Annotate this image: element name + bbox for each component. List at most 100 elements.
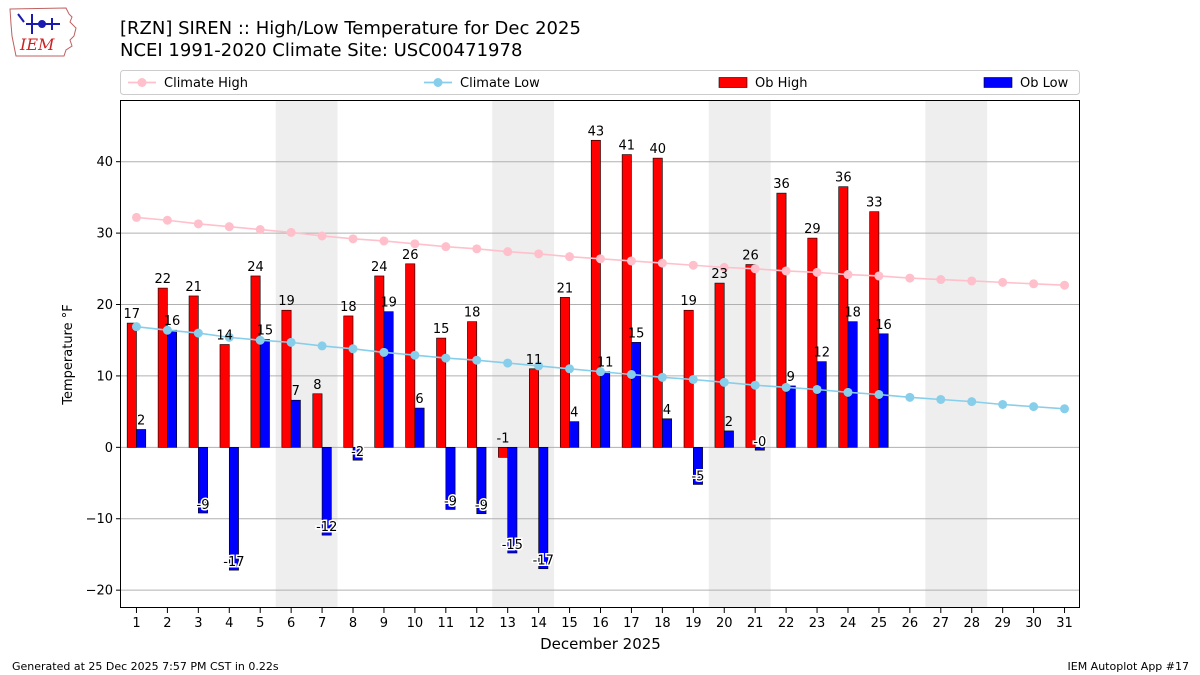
climate-low-point (193, 328, 203, 338)
climate-low-point (441, 353, 451, 363)
climate-high-point (596, 254, 605, 264)
x-tick-label: 20 (716, 616, 733, 631)
ob-low-label: -17 (533, 554, 554, 569)
ob-low-label: -9 (444, 494, 457, 509)
logo-text: IEM (19, 35, 55, 54)
x-tick-label: 15 (561, 616, 578, 631)
weekend-band (925, 101, 988, 608)
ob-high-bar (250, 275, 261, 448)
x-tick-label: 18 (654, 616, 671, 631)
ob-low-bar (352, 447, 363, 461)
climate-high-point (936, 275, 946, 285)
x-tick-label: 28 (963, 616, 980, 631)
climate-low-point (998, 399, 1008, 409)
ob-low-bar (816, 361, 827, 448)
x-tick-label: 13 (499, 616, 516, 631)
climate-low-point (224, 332, 234, 342)
climate-high-point (379, 236, 389, 246)
ob-low-label: 2 (725, 415, 733, 430)
climate-high-point (781, 266, 791, 276)
climate-high-point (131, 212, 141, 222)
ob-low-bar (414, 407, 425, 448)
x-tick-label: 31 (1056, 616, 1073, 631)
climate-high-point (565, 252, 575, 262)
ob-high-label: 22 (154, 272, 171, 287)
climate-high-point (750, 264, 760, 274)
ob-low-label: 4 (570, 406, 578, 421)
climate-high-point (1029, 279, 1039, 289)
ob-high-bar (467, 321, 478, 448)
iem-logo: IEM (8, 6, 82, 62)
climate-high-point (224, 222, 234, 232)
ob-low-bar (321, 447, 332, 536)
ob-high-label: 29 (804, 222, 821, 237)
ob-high-label: 33 (866, 196, 883, 211)
x-tick-label: 4 (225, 616, 233, 631)
ob-high-bar (745, 264, 756, 448)
ob-high-label: 24 (371, 260, 388, 275)
ob-high-label: 26 (402, 248, 419, 263)
climate-low-point (874, 389, 884, 399)
ob-high-label: 19 (680, 294, 697, 309)
ob-low-label: -15 (502, 538, 523, 553)
climate-high-point (998, 277, 1008, 287)
ob-low-bar (723, 430, 734, 448)
climate-low-point (905, 392, 915, 402)
y-tick-label: 20 (96, 298, 113, 313)
x-tick-label: 5 (256, 616, 264, 631)
y-tick-label: 0 (105, 441, 113, 456)
legend-ob-high-label: Ob High (755, 76, 808, 91)
ob-low-label: 9 (787, 370, 795, 385)
x-tick-label: 21 (747, 616, 764, 631)
ob-high-label: 23 (711, 267, 728, 282)
legend: Climate High Climate Low Ob High Ob Low (120, 70, 1080, 95)
x-tick-label: 17 (623, 616, 640, 631)
ob-high-bar (281, 309, 292, 448)
climate-high-point (719, 262, 729, 272)
ob-low-bar (383, 311, 394, 448)
climate-low-point (472, 355, 482, 365)
ob-high-bar (621, 154, 632, 448)
ob-high-label: 18 (464, 306, 481, 321)
climate-low-point (936, 394, 946, 404)
y-tick-label: −20 (86, 584, 113, 599)
ob-low-label: 16 (164, 314, 181, 329)
climate-low-point (410, 350, 420, 360)
ob-high-bar (188, 295, 199, 448)
ob-high-bar (436, 337, 447, 448)
ob-high-label: 15 (433, 322, 450, 337)
climate-high-point (874, 271, 884, 281)
ob-high-bar (126, 322, 137, 448)
ob-low-bar (476, 447, 487, 515)
climate-lines (131, 212, 1070, 414)
climate-low-point (379, 347, 389, 357)
climate-high-point (843, 270, 853, 280)
climate-low-point (317, 341, 327, 351)
legend-climate-low-marker (433, 78, 443, 87)
x-tick-label: 8 (349, 616, 357, 631)
generated-note: Generated at 25 Dec 2025 7:57 PM CST in … (12, 660, 279, 673)
ob-low-label: 12 (813, 346, 830, 361)
climate-low-point (967, 397, 977, 407)
ob-high-label: 11 (526, 353, 543, 368)
iowa-outline-icon (9, 7, 77, 57)
climate-high-point (503, 247, 513, 257)
ob-low-bar (569, 421, 580, 448)
ob-high-label: 41 (619, 139, 636, 154)
legend-box (120, 70, 1080, 95)
x-tick-label: 26 (902, 616, 919, 631)
x-tick-label: 29 (994, 616, 1011, 631)
climate-high-point (255, 225, 265, 235)
ob-low-bar (290, 399, 301, 448)
ob-low-label: 18 (844, 306, 861, 321)
legend-climate-high-label: Climate High (164, 76, 248, 91)
ob-low-label: -12 (316, 520, 337, 535)
ob-high-label: 36 (773, 177, 790, 192)
ob-high-label: 19 (278, 294, 295, 309)
ob-high-label: 8 (313, 378, 321, 393)
y-tick-label: −10 (86, 512, 113, 527)
ob-low-label: 15 (628, 326, 645, 341)
x-tick-label: 25 (871, 616, 888, 631)
ob-high-label: 24 (247, 260, 264, 275)
